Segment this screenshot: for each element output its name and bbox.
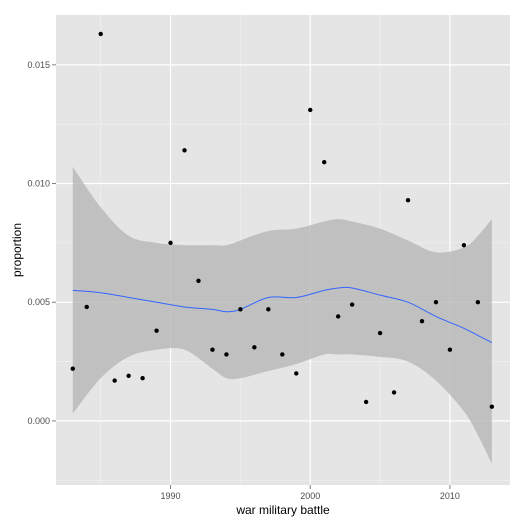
data-point <box>489 404 495 409</box>
data-point <box>112 378 117 383</box>
data-point <box>196 278 201 284</box>
data-point <box>349 302 355 307</box>
data-points <box>70 31 495 409</box>
data-point <box>475 300 481 305</box>
data-point <box>266 307 271 312</box>
data-point <box>252 345 257 350</box>
data-point <box>210 347 215 352</box>
data-point <box>405 197 411 203</box>
x-axis-title: war military battle <box>235 503 330 517</box>
x-tick-label: 1990 <box>161 491 181 501</box>
data-point <box>98 31 103 37</box>
data-point <box>363 399 369 405</box>
y-tick-label: 0.005 <box>27 297 50 307</box>
y-axis-title: proportion <box>10 223 24 277</box>
y-tick-label: 0.010 <box>27 179 50 189</box>
data-point <box>335 314 341 319</box>
data-point <box>391 390 397 395</box>
y-tick-label: 0.015 <box>27 60 50 70</box>
data-point <box>126 373 131 379</box>
data-point <box>308 107 313 113</box>
data-point <box>419 319 425 324</box>
x-axis-ticks: 1990 2000 2010 <box>161 485 460 501</box>
data-point <box>70 366 75 371</box>
data-point <box>154 328 159 333</box>
x-tick-label: 2010 <box>440 491 460 501</box>
smooth-trend-line <box>72 286 493 344</box>
data-point <box>294 371 299 376</box>
data-point <box>238 307 243 312</box>
data-point <box>433 300 439 305</box>
data-point <box>322 159 327 165</box>
data-point <box>461 243 467 248</box>
data-point <box>377 330 383 336</box>
y-axis-ticks: 0.000 0.005 0.010 0.015 <box>27 60 56 426</box>
data-point <box>224 352 229 357</box>
y-tick-label: 0.000 <box>27 416 50 426</box>
data-point <box>140 375 145 381</box>
confidence-band <box>72 166 492 464</box>
data-point <box>84 304 89 310</box>
data-point <box>280 352 285 357</box>
data-point <box>182 148 187 153</box>
data-point <box>447 347 453 352</box>
data-point <box>168 240 173 246</box>
x-tick-label: 2000 <box>300 491 320 501</box>
